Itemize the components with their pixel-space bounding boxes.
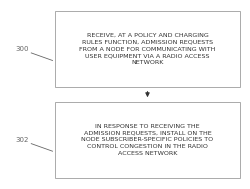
Text: IN RESPONSE TO RECEIVING THE
ADMISSION REQUESTS, INSTALL ON THE
NODE SUBSCRIBER-: IN RESPONSE TO RECEIVING THE ADMISSION R… [82,124,214,156]
Text: 302: 302 [16,137,29,143]
Text: RECEIVE, AT A POLICY AND CHARGING
RULES FUNCTION, ADMISSION REQUESTS
FROM A NODE: RECEIVE, AT A POLICY AND CHARGING RULES … [79,33,216,65]
FancyBboxPatch shape [55,11,240,87]
Text: 300: 300 [16,46,29,52]
FancyBboxPatch shape [55,102,240,178]
